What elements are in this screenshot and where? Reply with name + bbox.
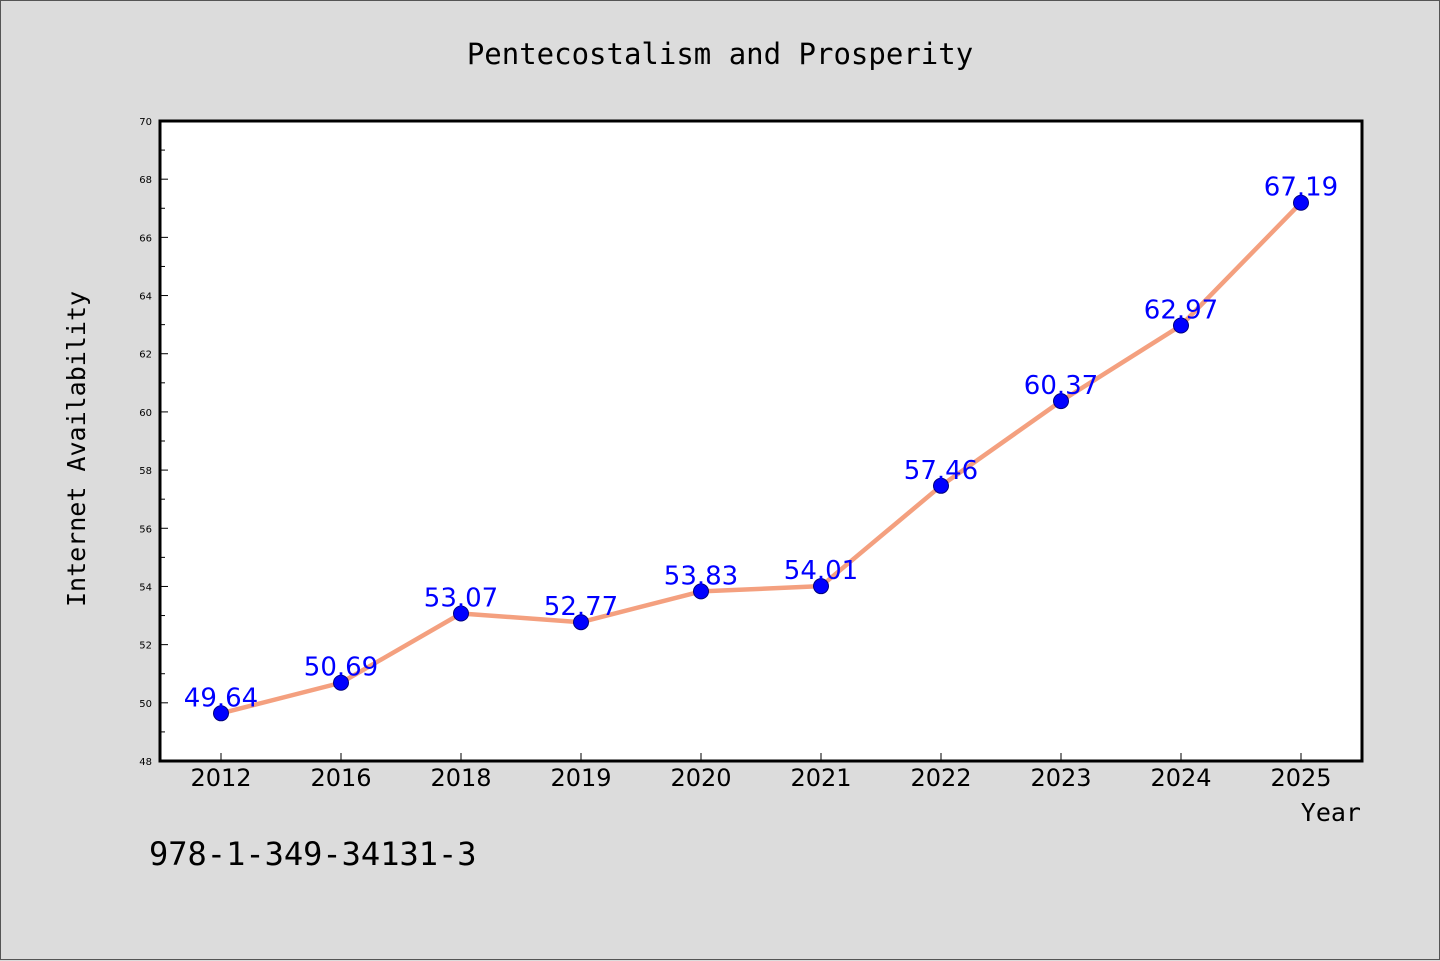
data-point	[573, 614, 589, 631]
isbn-text: 978-1-349-34131-3	[149, 835, 477, 873]
data-point	[453, 605, 469, 622]
y-tick-label: 48	[139, 757, 152, 768]
x-axis-label: Year	[1301, 798, 1361, 827]
data-series	[213, 194, 1309, 722]
x-tick-label: 2020	[670, 764, 731, 792]
data-label: 49.64	[184, 683, 258, 713]
x-tick-label: 2023	[1030, 764, 1091, 792]
x-tick-label: 2022	[910, 764, 971, 792]
y-tick-label: 50	[139, 699, 152, 710]
y-tick-label: 64	[139, 292, 152, 303]
x-tick-label: 2024	[1150, 764, 1211, 792]
x-tick-label: 2025	[1270, 764, 1331, 792]
data-point	[693, 583, 709, 600]
y-tick-label: 60	[139, 408, 152, 419]
y-axis-label: Internet Availability	[62, 291, 91, 607]
y-tick-label: 52	[139, 641, 152, 652]
plot-area	[158, 119, 1364, 763]
y-tick-label: 70	[139, 117, 152, 128]
y-tick-label: 58	[139, 466, 152, 477]
data-label: 54.01	[784, 556, 858, 586]
data-labels: 49.64 50.69 53.07 52.77 53.83 54.01 57.46 60.37…	[184, 173, 1338, 714]
data-point	[1053, 393, 1069, 410]
data-label: 53.83	[664, 561, 738, 591]
y-tick-label: 68	[139, 175, 152, 186]
data-label: 52.77	[544, 592, 618, 622]
data-point	[933, 477, 949, 494]
y-tick-label: 66	[139, 233, 152, 244]
data-point	[213, 705, 229, 722]
data-label: 50.69	[304, 653, 378, 683]
data-point	[333, 674, 349, 691]
data-label: 57.46	[904, 456, 978, 486]
y-tick-label: 62	[139, 350, 152, 361]
y-axis: 48 50 52 54 56 58 60 62 64 66 68 70	[139, 117, 168, 768]
x-tick-label: 2012	[190, 764, 251, 792]
x-tick-label: 2021	[790, 764, 851, 792]
x-axis: 2012 2016 2018 2019 2020 2021 2022 2023 2024 2025	[190, 753, 1332, 792]
data-label: 53.07	[424, 584, 498, 614]
data-point	[1293, 194, 1309, 211]
data-label: 62.97	[1144, 296, 1218, 326]
x-tick-label: 2019	[550, 764, 611, 792]
data-label: 67.19	[1264, 173, 1338, 203]
x-tick-label: 2018	[430, 764, 491, 792]
chart-title: Pentecostalism and Prosperity	[467, 37, 973, 71]
y-tick-label: 54	[139, 582, 152, 593]
data-point	[1173, 317, 1189, 334]
data-label: 60.37	[1024, 371, 1098, 401]
x-tick-label: 2016	[310, 764, 371, 792]
y-tick-label: 56	[139, 524, 152, 535]
data-point	[813, 578, 829, 595]
series-line	[218, 200, 1304, 716]
